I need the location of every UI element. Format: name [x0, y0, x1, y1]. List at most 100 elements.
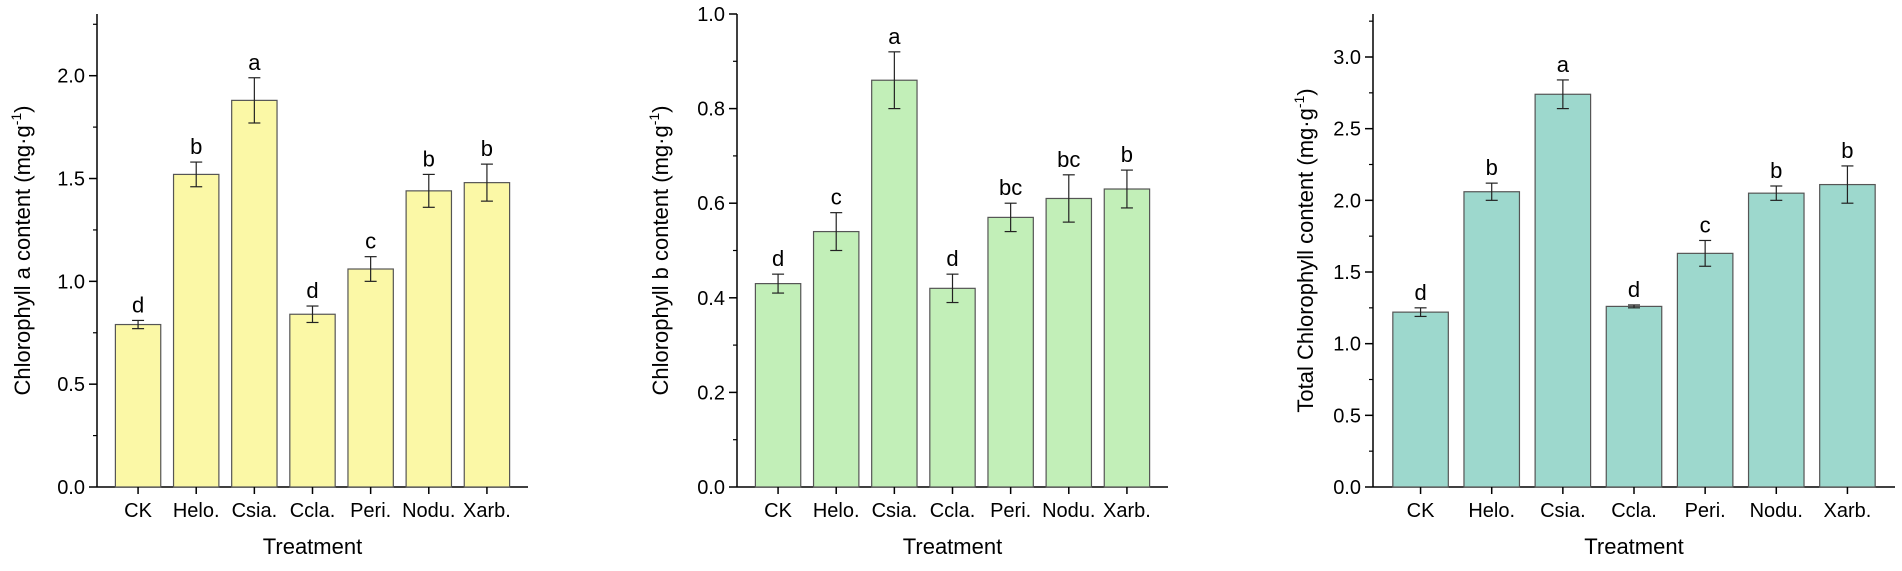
chart-panel-chlorophyll-b: 0.0 0.2 0.4 0.6 0.8 1.0 d CK c Helo. a Csia. d Ccla. b… [646, 4, 1168, 559]
y-tick-label: 0.2 [697, 382, 725, 404]
y-tick-label: 1.0 [57, 271, 85, 293]
significance-label: d [1414, 280, 1426, 305]
bar-xarb [1819, 183, 1876, 488]
x-axis-title: Treatment [903, 534, 1002, 559]
x-tick-label: Ccla. [930, 500, 976, 522]
bar-ccla [289, 313, 336, 488]
y-axis-title-superscript: -1 [646, 113, 662, 126]
bar-helo [1463, 191, 1521, 488]
chart-panel-chlorophyll-a: 0.0 0.5 1.0 1.5 2.0 d CK b Helo. a Csia. d Ccla. c Per… [8, 14, 528, 559]
y-axis-title: Chlorophyll b content (mg·g-1) [646, 105, 673, 395]
y-axis-title: Total Chlorophyll content (mg·g-1) [1291, 88, 1318, 412]
bar-helo [812, 230, 860, 488]
significance-label: bc [999, 175, 1022, 200]
bar-xarb [1103, 188, 1151, 488]
significance-label: a [248, 50, 261, 75]
x-axis-title: Treatment [1584, 534, 1683, 559]
x-axis-title: Treatment [263, 534, 362, 559]
bar-nodu [1045, 197, 1093, 488]
x-tick-label: Xarb. [1824, 500, 1872, 522]
significance-label: d [1628, 277, 1640, 302]
x-tick-label: Csia. [1540, 500, 1586, 522]
bar-csia [1534, 93, 1592, 488]
significance-label: bc [1057, 147, 1080, 172]
bar-helo [172, 173, 220, 488]
significance-label: b [1121, 142, 1133, 167]
bar-ck [754, 283, 802, 488]
significance-label: b [1841, 138, 1853, 163]
x-tick-label: Helo. [173, 500, 220, 522]
bar-csia [871, 79, 918, 488]
y-axis-title-end: ) [1293, 88, 1318, 95]
bar-nodu [405, 190, 453, 488]
bar-ck [1392, 311, 1449, 488]
significance-label: d [306, 278, 318, 303]
x-tick-label: Nodu. [402, 500, 455, 522]
bar-peri [1676, 252, 1734, 488]
x-tick-label: Xarb. [1103, 500, 1151, 522]
significance-label: d [946, 246, 958, 271]
x-tick-label: Xarb. [463, 500, 511, 522]
bar-xarb [463, 182, 511, 488]
x-tick-label: CK [1407, 500, 1435, 522]
y-tick-label: 0.5 [57, 374, 85, 396]
x-tick-label: Nodu. [1750, 500, 1803, 522]
significance-label: b [481, 136, 493, 161]
y-tick-label: 2.0 [1333, 190, 1361, 212]
y-axis-title: Chlorophyll a content (mg·g-1) [8, 105, 35, 395]
y-axis-title-superscript: -1 [1291, 95, 1307, 108]
y-tick-label: 1.5 [1333, 262, 1361, 284]
y-tick-label: 0.0 [57, 477, 85, 499]
y-tick-label: 0.6 [697, 193, 725, 215]
y-tick-label: 0.0 [697, 477, 725, 499]
y-tick-label: 1.0 [1333, 334, 1361, 356]
x-tick-label: Nodu. [1042, 500, 1095, 522]
x-tick-label: CK [764, 500, 792, 522]
chart-panel-total-chlorophyll: 0.0 0.5 1.0 1.5 2.0 2.5 3.0 d CK b Helo. a Csia. d Ccl… [1291, 14, 1895, 559]
significance-label: c [1700, 212, 1711, 237]
bar-ck [114, 323, 162, 488]
x-tick-label: Peri. [990, 500, 1031, 522]
significance-label: b [1486, 155, 1498, 180]
y-tick-label: 0.8 [697, 99, 725, 121]
y-tick-label: 1.5 [57, 169, 85, 191]
significance-label: a [1557, 52, 1570, 77]
x-tick-label: Csia. [872, 500, 918, 522]
y-axis-title-end: ) [648, 105, 673, 112]
y-axis-title-main: Chlorophyll a content (mg·g [10, 125, 35, 395]
y-tick-label: 0.5 [1333, 405, 1361, 427]
significance-label: d [772, 246, 784, 271]
bar-csia [231, 99, 278, 488]
significance-label: d [132, 292, 144, 317]
x-tick-label: Ccla. [1611, 500, 1657, 522]
significance-label: c [831, 185, 842, 210]
significance-label: b [423, 146, 435, 171]
bar-nodu [1747, 192, 1805, 488]
x-tick-label: CK [124, 500, 152, 522]
x-tick-label: Csia. [232, 500, 278, 522]
x-tick-label: Ccla. [290, 500, 336, 522]
y-axis-title-main: Chlorophyll b content (mg·g [648, 125, 673, 395]
x-tick-label: Peri. [1685, 500, 1726, 522]
bar-ccla [1605, 305, 1663, 488]
significance-label: b [190, 134, 202, 159]
significance-label: b [1770, 158, 1782, 183]
bar-peri [987, 216, 1034, 488]
y-tick-label: 0.0 [1333, 477, 1361, 499]
bar-peri [347, 268, 394, 488]
y-axis-title-end: ) [10, 105, 35, 112]
bar-ccla [929, 287, 976, 488]
y-axis-title-superscript: -1 [8, 113, 24, 126]
significance-label: a [888, 24, 901, 49]
y-tick-label: 0.4 [697, 288, 725, 310]
y-tick-label: 2.0 [57, 66, 85, 88]
y-axis-title-main: Total Chlorophyll content (mg·g [1293, 108, 1318, 412]
significance-label: c [365, 229, 376, 254]
x-tick-label: Peri. [350, 500, 391, 522]
y-tick-label: 3.0 [1333, 47, 1361, 69]
x-tick-label: Helo. [1468, 500, 1515, 522]
y-tick-label: 2.5 [1333, 119, 1361, 141]
y-tick-label: 1.0 [697, 4, 725, 26]
x-tick-label: Helo. [813, 500, 860, 522]
